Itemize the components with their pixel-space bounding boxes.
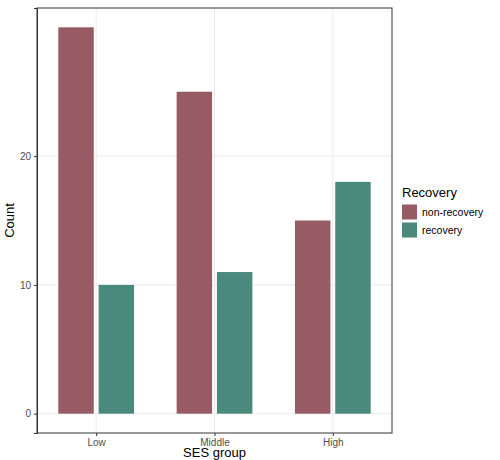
legend-key xyxy=(402,205,417,220)
plot-area: 01020LowMiddleHigh xyxy=(20,8,392,448)
panel-frame xyxy=(37,8,392,433)
y-tick: 10 xyxy=(20,280,37,291)
x-tick-label: Low xyxy=(87,437,106,448)
bar xyxy=(58,27,93,413)
chart: 01020LowMiddleHighSES groupCountRecovery… xyxy=(0,0,500,460)
legend-key xyxy=(402,223,417,238)
y-axis: 0 10 20 xyxy=(20,9,38,434)
x-axis-title: SES group xyxy=(183,445,246,460)
x-tick-mark xyxy=(215,433,216,436)
grid-line xyxy=(214,8,215,433)
bar xyxy=(295,221,330,414)
x-tick-mark xyxy=(96,433,97,436)
grid xyxy=(37,8,392,433)
bar xyxy=(217,272,252,414)
legend-label: non-recovery xyxy=(422,206,484,218)
grid-line xyxy=(332,8,333,433)
y-tick-mark xyxy=(34,156,37,157)
bars xyxy=(58,27,370,413)
y-tick-label: 10 xyxy=(20,280,32,291)
x-tick-label: High xyxy=(323,437,344,448)
y-tick-label: 0 xyxy=(25,408,31,419)
y-tick-mark xyxy=(34,414,37,415)
y-axis-line xyxy=(34,9,38,434)
x-tick-mark xyxy=(333,433,334,436)
legend-title: Recovery xyxy=(402,185,457,200)
y-tick-label: 20 xyxy=(20,151,32,162)
bar xyxy=(335,182,370,414)
bar xyxy=(99,285,134,414)
x-tick: High xyxy=(323,433,344,448)
legend: Recovery non-recovery recovery xyxy=(402,185,484,238)
grid-line xyxy=(96,8,97,433)
y-tick: 0 xyxy=(25,408,37,419)
bar xyxy=(177,92,212,414)
legend-label: recovery xyxy=(422,224,463,236)
y-tick: 20 xyxy=(20,151,37,162)
x-tick: Low xyxy=(87,433,106,448)
y-axis-title: Count xyxy=(2,203,17,238)
y-tick-mark xyxy=(34,285,37,286)
